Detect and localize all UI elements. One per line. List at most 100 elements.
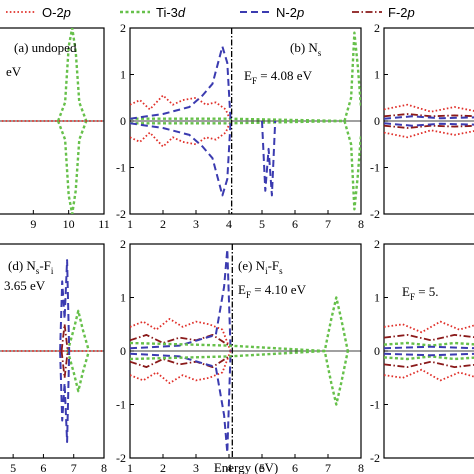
panel-label-text: (a) undoped <box>14 40 77 55</box>
y-tick-label: -1 <box>116 161 126 175</box>
plot-area <box>0 28 104 214</box>
series-Ti-3d-down <box>130 119 361 211</box>
x-tick-label: 5 <box>259 461 265 474</box>
x-tick-label: 5 <box>259 217 265 231</box>
legend-label-orbital: p <box>63 5 71 20</box>
plot-area <box>384 103 474 139</box>
series-F-2p-down <box>384 124 474 129</box>
note-f: F <box>252 76 257 86</box>
legend-item: N-2p <box>240 5 304 20</box>
y-tick-label: 0 <box>374 114 380 128</box>
x-tick-label: 8 <box>101 461 107 474</box>
y-tick-label: -1 <box>370 161 380 175</box>
panel-label-text2: -F <box>268 258 280 273</box>
series-N-2p-up <box>130 45 232 122</box>
legend-label-text: Ti-3 <box>156 5 178 20</box>
panel-label-sub2: i <box>51 266 54 276</box>
series-O-2p-up <box>130 94 232 122</box>
y-tick-label: -2 <box>370 207 380 221</box>
series-F-2p-up <box>130 334 230 347</box>
dos-panel: 9 10 11 (a) undoped eV <box>0 27 110 231</box>
dos-panel: -2 -1 0 1 2 EF = 5. <box>370 237 474 465</box>
series-Ti-3d-up <box>130 296 349 353</box>
x-tick-label: 9 <box>30 217 36 231</box>
x-tick-label: 4 <box>226 217 232 231</box>
legend-item: O-2p <box>6 5 71 20</box>
panel-label-sub: s <box>318 48 322 58</box>
series-O-2p-up <box>384 320 474 334</box>
series-Ti-3d-up <box>66 309 91 352</box>
x-tick-label: 5 <box>10 461 16 474</box>
fermi-energy-note: EF = 5. <box>402 284 439 302</box>
series-F-2p-up <box>384 334 474 342</box>
series-O-2p-up <box>384 103 474 113</box>
plot-area <box>0 259 104 443</box>
series-O-2p-down <box>130 120 232 148</box>
note-value: = 4.08 eV <box>257 68 313 83</box>
x-tick-label: 7 <box>71 461 77 474</box>
panel-label-text: (e) N <box>238 258 266 273</box>
y-tick-label: 1 <box>120 291 126 305</box>
y-tick-label: 1 <box>374 68 380 82</box>
legend-label: O-2p <box>42 5 71 20</box>
panel-label-text2: -F <box>39 258 51 273</box>
x-tick-label: 6 <box>292 217 298 231</box>
plot-area <box>384 320 474 382</box>
y-tick-label: 2 <box>120 21 126 35</box>
y-tick-label: 0 <box>374 344 380 358</box>
y-tick-label: -1 <box>370 398 380 412</box>
x-tick-label: 4 <box>226 461 232 474</box>
legend-label-orbital: p <box>296 5 304 20</box>
x-tick-label: 3 <box>193 461 199 474</box>
series-N-2p-down <box>59 350 71 443</box>
y-tick-label: -2 <box>116 207 126 221</box>
y-tick-label: 0 <box>120 114 126 128</box>
y-tick-label: -1 <box>116 398 126 412</box>
x-tick-label: 11 <box>98 217 110 231</box>
note-e: E <box>238 282 246 297</box>
y-tick-label: 1 <box>120 68 126 82</box>
dos-panel: 1 2 3 4 5 6 7 8 -2 -1 0 1 2 (e) Ni-Fs EF = 4.10 eV <box>116 237 364 474</box>
note-f: F <box>410 292 415 302</box>
series-Ti-3d-down <box>56 120 88 214</box>
y-tick-label: 2 <box>120 237 126 251</box>
fermi-energy-note: EF = 4.10 eV <box>238 282 307 300</box>
note-e: E <box>244 68 252 83</box>
dos-panel: 5 6 7 8 (d) Ns-Fi 3.65 eV <box>0 243 107 474</box>
legend-label-orbital: p <box>407 5 415 20</box>
fermi-energy-note: EF = 4.08 eV <box>244 68 313 86</box>
y-tick-label: 2 <box>374 237 380 251</box>
y-tick-label: -2 <box>116 451 126 465</box>
x-tick-label: 8 <box>358 217 364 231</box>
panel-label-text: (d) N <box>8 258 36 273</box>
panel-label: (a) undoped <box>14 40 77 55</box>
legend-label-text: O-2 <box>42 5 64 20</box>
x-tick-label: 10 <box>63 217 75 231</box>
legend-label-text: F-2 <box>388 5 408 20</box>
panel-label: (d) Ns-Fi <box>8 258 54 276</box>
note-f: F <box>246 290 251 300</box>
x-tick-label: 1 <box>127 217 133 231</box>
y-tick-label: 0 <box>120 344 126 358</box>
series-N-2p-up <box>384 115 474 120</box>
x-tick-label: 2 <box>160 217 166 231</box>
legend-label: N-2p <box>276 5 304 20</box>
x-tick-label: 8 <box>358 461 364 474</box>
series-Ti-3d-down <box>130 349 349 406</box>
series-F-2p-up <box>60 323 69 352</box>
note-value: = 5. <box>415 284 439 299</box>
legend-label: F-2p <box>388 5 415 20</box>
plot-area <box>130 244 349 458</box>
series-N-2p-up <box>384 345 474 350</box>
series-F-2p-down <box>130 355 230 368</box>
x-axis-label: Energy (eV) <box>214 460 278 474</box>
series-N-2p-up <box>59 259 71 352</box>
x-tick-label: 1 <box>127 461 133 474</box>
y-tick-label: -2 <box>370 451 380 465</box>
series-N-2p-up <box>261 120 277 197</box>
x-tick-label: 7 <box>325 461 331 474</box>
series-Ti-3d-down <box>66 350 91 393</box>
note-value: = 4.10 eV <box>251 282 307 297</box>
legend-item: F-2p <box>352 5 415 20</box>
